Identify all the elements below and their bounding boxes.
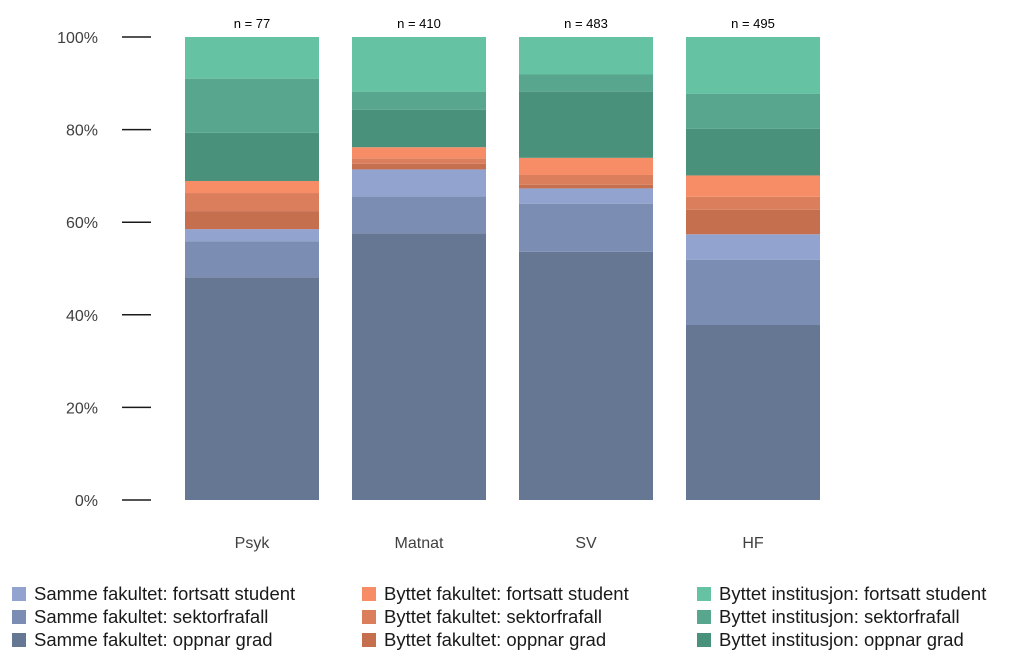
- bar-segment: [185, 132, 319, 181]
- bar-segment: [519, 174, 653, 185]
- bar-segment: [352, 169, 486, 197]
- legend-item: Byttet fakultet: sektorfrafall: [362, 605, 629, 628]
- legend-label: Byttet institusjon: fortsatt student: [719, 582, 987, 604]
- legend-swatch: [362, 632, 376, 647]
- sample-size-labels: n = 77 n = 410 n = 483 n = 495: [234, 16, 775, 31]
- y-tick-label: 80%: [66, 123, 98, 140]
- x-category-label: Psyk: [235, 535, 271, 552]
- bar-segment: [686, 128, 820, 176]
- bar-segment: [519, 251, 653, 500]
- bar-segment: [519, 91, 653, 158]
- legend-label: Samme fakultet: fortsatt student: [34, 582, 296, 604]
- bar-segment: [185, 277, 319, 500]
- bar-segment: [185, 211, 319, 230]
- bar-segment: [352, 109, 486, 148]
- legend-label: Samme fakultet: sektorfrafall: [34, 605, 269, 627]
- sample-size-label: n = 77: [234, 16, 271, 31]
- legend-item: Byttet fakultet: oppnar grad: [362, 628, 629, 651]
- bar-segment: [686, 196, 820, 210]
- bar-segment: [686, 324, 820, 500]
- bar-segment: [686, 259, 820, 325]
- x-category-label: SV: [575, 535, 597, 552]
- bar-segment: [686, 37, 820, 94]
- bar-segment: [185, 37, 319, 79]
- legend-column: Samme fakultet: fortsatt student Samme fa…: [12, 582, 295, 651]
- legend-item: Samme fakultet: fortsatt student: [12, 582, 295, 605]
- bar-segment: [519, 188, 653, 204]
- legend-swatch: [697, 609, 711, 624]
- legend-item: Byttet institusjon: fortsatt student: [697, 582, 986, 605]
- bar-segment: [185, 180, 319, 194]
- legend-swatch: [362, 609, 376, 624]
- bar-stack: [686, 37, 820, 500]
- legend-swatch: [362, 586, 376, 601]
- legend-swatch: [12, 609, 26, 624]
- legend-label: Byttet fakultet: fortsatt student: [384, 582, 629, 604]
- legend-label: Byttet institusjon: oppnar grad: [719, 628, 964, 650]
- sample-size-label: n = 483: [564, 16, 608, 31]
- bar-segment: [352, 196, 486, 234]
- legend-label: Byttet fakultet: sektorfrafall: [384, 605, 602, 627]
- x-category-label: Matnat: [395, 535, 444, 552]
- x-axis-labels: Psyk Matnat SV HF: [235, 535, 764, 552]
- bar-segment: [519, 37, 653, 75]
- y-tick-label: 20%: [66, 400, 98, 417]
- bars: [185, 37, 820, 500]
- stacked-bar-chart: 0% 20% 40% 60% 80% 100% Psyk Matnat SV HF n = 77…: [57, 16, 820, 552]
- bar-stack: [519, 37, 653, 500]
- legend-column: Byttet institusjon: fortsatt student Bytt…: [697, 582, 986, 651]
- legend-item: Byttet institusjon: sektorfrafall: [697, 605, 986, 628]
- sample-size-label: n = 495: [731, 16, 775, 31]
- bar-segment: [352, 158, 486, 164]
- y-tick-label: 40%: [66, 308, 98, 325]
- bar-segment: [519, 184, 653, 189]
- legend-item: Samme fakultet: sektorfrafall: [12, 605, 295, 628]
- bar-segment: [686, 93, 820, 129]
- legend-label: Samme fakultet: oppnar grad: [34, 628, 273, 650]
- legend-swatch: [697, 632, 711, 647]
- bar-segment: [352, 91, 486, 110]
- bar-segment: [519, 203, 653, 252]
- legend: Samme fakultet: fortsatt student Samme fa…: [12, 582, 1009, 655]
- y-tick-label: 60%: [66, 215, 98, 232]
- sample-size-label: n = 410: [397, 16, 441, 31]
- legend-label: Byttet institusjon: sektorfrafall: [719, 605, 960, 627]
- bar-segment: [352, 147, 486, 159]
- bar-segment: [352, 37, 486, 92]
- bar-segment: [686, 175, 820, 197]
- legend-item: Samme fakultet: oppnar grad: [12, 628, 295, 651]
- legend-swatch: [12, 632, 26, 647]
- bar-segment: [352, 163, 486, 170]
- bar-segment: [185, 241, 319, 278]
- legend-column: Byttet fakultet: fortsatt student Byttet …: [362, 582, 629, 651]
- bar-segment: [519, 74, 653, 92]
- legend-swatch: [12, 586, 26, 601]
- legend-item: Byttet fakultet: fortsatt student: [362, 582, 629, 605]
- legend-label: Byttet fakultet: oppnar grad: [384, 628, 607, 650]
- x-category-label: HF: [742, 535, 764, 552]
- legend-swatch: [697, 586, 711, 601]
- bar-stack: [185, 37, 319, 500]
- bar-segment: [686, 209, 820, 235]
- bar-segment: [686, 234, 820, 260]
- y-axis: 0% 20% 40% 60% 80% 100%: [57, 30, 151, 510]
- bar-segment: [519, 157, 653, 175]
- bar-segment: [185, 193, 319, 212]
- y-tick-label: 100%: [57, 30, 98, 47]
- legend-item: Byttet institusjon: oppnar grad: [697, 628, 986, 651]
- bar-segment: [352, 233, 486, 500]
- bar-segment: [185, 229, 319, 242]
- bar-segment: [185, 78, 319, 133]
- bar-stack: [352, 37, 486, 500]
- y-tick-label: 0%: [75, 493, 98, 510]
